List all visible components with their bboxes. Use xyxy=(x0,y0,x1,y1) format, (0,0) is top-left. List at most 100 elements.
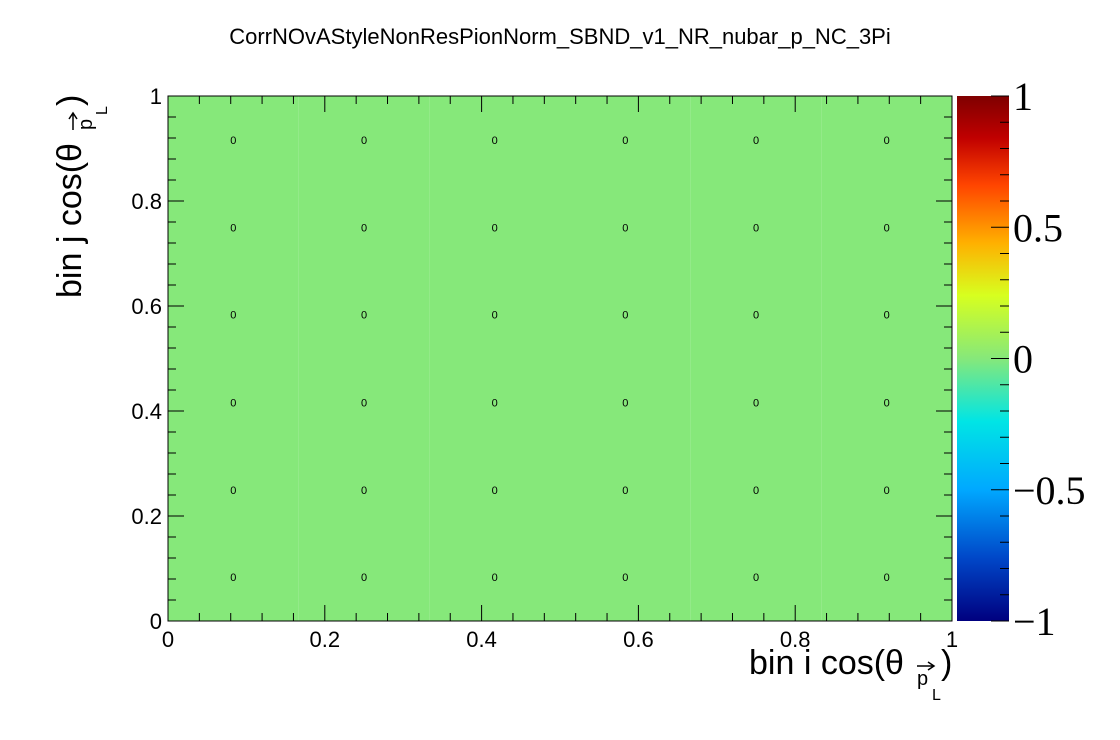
heatmap-cell-label: 0 xyxy=(884,485,890,497)
heatmap-cell xyxy=(821,96,952,184)
heatmap-cell-label: 0 xyxy=(622,572,628,584)
x-axis-tick-label: 0.6 xyxy=(623,627,654,652)
heatmap-cell xyxy=(168,446,299,534)
y-axis-tick-label: 1 xyxy=(150,84,162,109)
x-axis-title-subscript: p xyxy=(917,668,928,690)
heatmap-cell-label: 0 xyxy=(622,397,628,409)
color-scale-tick-label: −1 xyxy=(1013,599,1056,644)
y-axis-title-subscript: p xyxy=(75,119,97,130)
heatmap-cell xyxy=(821,446,952,534)
heatmap-cell-label: 0 xyxy=(361,310,367,322)
heatmap-cell-label: 0 xyxy=(492,135,498,147)
heatmap-cell xyxy=(298,533,430,621)
heatmap-cell-label: 0 xyxy=(492,310,498,322)
y-axis-tick-label: 0.8 xyxy=(131,189,162,214)
heatmap-cell xyxy=(821,358,952,447)
color-scale-tick-label: 0.5 xyxy=(1013,205,1063,250)
heatmap-cell-label: 0 xyxy=(622,222,628,234)
heatmap-cell-label: 0 xyxy=(361,222,367,234)
heatmap-cell xyxy=(168,358,299,447)
plot-frame xyxy=(167,95,953,622)
heatmap-cell xyxy=(821,533,952,621)
heatmap-cells xyxy=(168,96,952,621)
heatmap-cell-label: 0 xyxy=(361,397,367,409)
heatmap-cell-label: 0 xyxy=(753,397,759,409)
heatmap-cell-label: 0 xyxy=(492,222,498,234)
x-axis-tick-label: 0 xyxy=(162,627,174,652)
y-axis-title: bin j cos(θ p L ) xyxy=(51,95,111,298)
y-axis-tick-label: 0.4 xyxy=(131,399,162,424)
heatmap-cell xyxy=(690,183,822,271)
x-axis-tick-label: 0.8 xyxy=(780,627,811,652)
heatmap-cell-label: 0 xyxy=(884,310,890,322)
x-axis-tick-label: 0.2 xyxy=(310,627,341,652)
color-scale-ticks xyxy=(991,95,1009,622)
heatmap-cell xyxy=(168,96,299,184)
heatmap-cell-label: 0 xyxy=(492,397,498,409)
heatmap-cell xyxy=(560,270,691,359)
heatmap-cell xyxy=(690,96,822,184)
heatmap-cell-label: 0 xyxy=(622,135,628,147)
heatmap-cell xyxy=(429,533,560,621)
axis-ticks xyxy=(167,95,953,622)
heatmap-cell xyxy=(429,96,560,184)
heatmap-cell-label: 0 xyxy=(230,222,236,234)
heatmap-cell xyxy=(560,533,691,621)
heatmap-cell-label: 0 xyxy=(753,135,759,147)
y-axis-title-subsubscript: L xyxy=(94,106,111,115)
heatmap-cell xyxy=(168,183,299,271)
heatmap-cell-label: 0 xyxy=(230,572,236,584)
heatmap-cell xyxy=(690,446,822,534)
y-axis-title-close: ) xyxy=(51,95,89,106)
heatmap-cell xyxy=(560,446,691,534)
heatmap-cell xyxy=(168,533,299,621)
color-scale-tick-label: 0 xyxy=(1013,337,1033,382)
heatmap-cell xyxy=(821,183,952,271)
heatmap-cell xyxy=(298,96,430,184)
heatmap-cell xyxy=(560,96,691,184)
heatmap-cell-label: 0 xyxy=(230,310,236,322)
heatmap-cell-label: 0 xyxy=(230,397,236,409)
heatmap-cell-label: 0 xyxy=(230,485,236,497)
x-axis-tick-labels: 0 0.2 0.4 0.6 0.8 1 xyxy=(162,627,958,652)
heatmap-cell-label: 0 xyxy=(492,485,498,497)
heatmap-cell xyxy=(560,183,691,271)
y-axis-tick-label: 0.6 xyxy=(131,294,162,319)
heatmap-cell xyxy=(821,270,952,359)
heatmap-cell xyxy=(429,358,560,447)
heatmap-cell xyxy=(168,270,299,359)
x-axis-title-close: ) xyxy=(941,644,952,682)
heatmap-cell-label: 0 xyxy=(361,485,367,497)
color-scale-tick-labels: 1 0.5 0 −0.5 −1 xyxy=(1013,74,1086,644)
x-axis-title-subsubscript: L xyxy=(932,687,941,704)
heatmap-cell-label: 0 xyxy=(753,222,759,234)
heatmap-cell xyxy=(298,358,430,447)
heatmap-cell-label: 0 xyxy=(884,572,890,584)
heatmap-cell-label: 0 xyxy=(884,222,890,234)
heatmap-cell xyxy=(298,183,430,271)
color-scale-tick-label: −0.5 xyxy=(1013,468,1086,513)
heatmap-cell xyxy=(298,446,430,534)
x-axis-tick-label: 1 xyxy=(946,627,958,652)
heatmap-cell xyxy=(690,358,822,447)
heatmap-cell-label: 0 xyxy=(622,485,628,497)
heatmap-cell-label: 0 xyxy=(753,485,759,497)
y-axis-title-main: bin j cos(θ xyxy=(51,143,89,298)
heatmap-cell-label: 0 xyxy=(753,572,759,584)
heatmap-cell-label: 0 xyxy=(361,572,367,584)
color-scale-tick-label: 1 xyxy=(1013,74,1033,119)
x-axis-title: bin i cos(θ p L ) xyxy=(749,644,952,704)
heatmap-cell xyxy=(429,183,560,271)
heatmap-cell xyxy=(560,358,691,447)
x-axis-vector-arrow-icon xyxy=(917,661,936,671)
heatmap-cell-label: 0 xyxy=(884,135,890,147)
y-axis-vector-arrow-icon xyxy=(68,111,78,130)
heatmap-cell xyxy=(690,533,822,621)
heatmap-cell xyxy=(429,270,560,359)
y-axis-tick-label: 0.2 xyxy=(131,504,162,529)
heatmap-cell xyxy=(298,270,430,359)
heatmap-cell xyxy=(429,446,560,534)
chart-title: CorrNOvAStyleNonResPionNorm_SBND_v1_NR_n… xyxy=(229,24,891,49)
heatmap-cell-label: 0 xyxy=(230,135,236,147)
